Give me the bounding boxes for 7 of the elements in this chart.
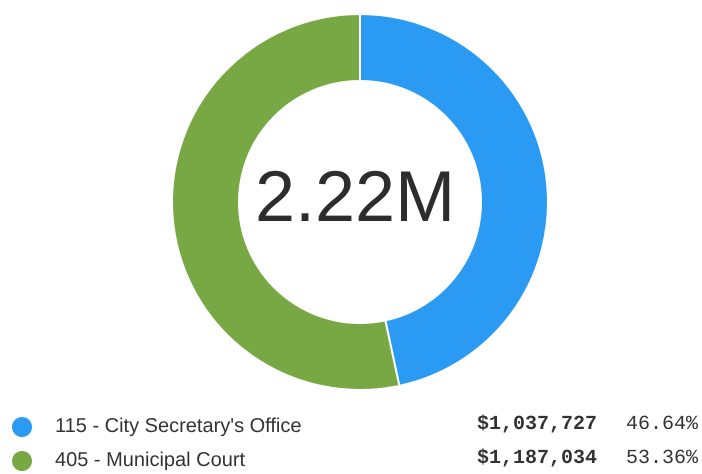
text: 2.22M bbox=[254, 157, 456, 237]
legend-label: 115 - City Secretary's Office bbox=[55, 415, 302, 438]
text: 46.64% bbox=[626, 413, 698, 436]
data-label: $1,037,727 bbox=[476, 413, 597, 436]
legend-label: 405 - Municipal Court bbox=[55, 449, 246, 472]
data-label: $1,187,034 bbox=[476, 447, 597, 470]
text: 53.36% bbox=[626, 447, 698, 470]
